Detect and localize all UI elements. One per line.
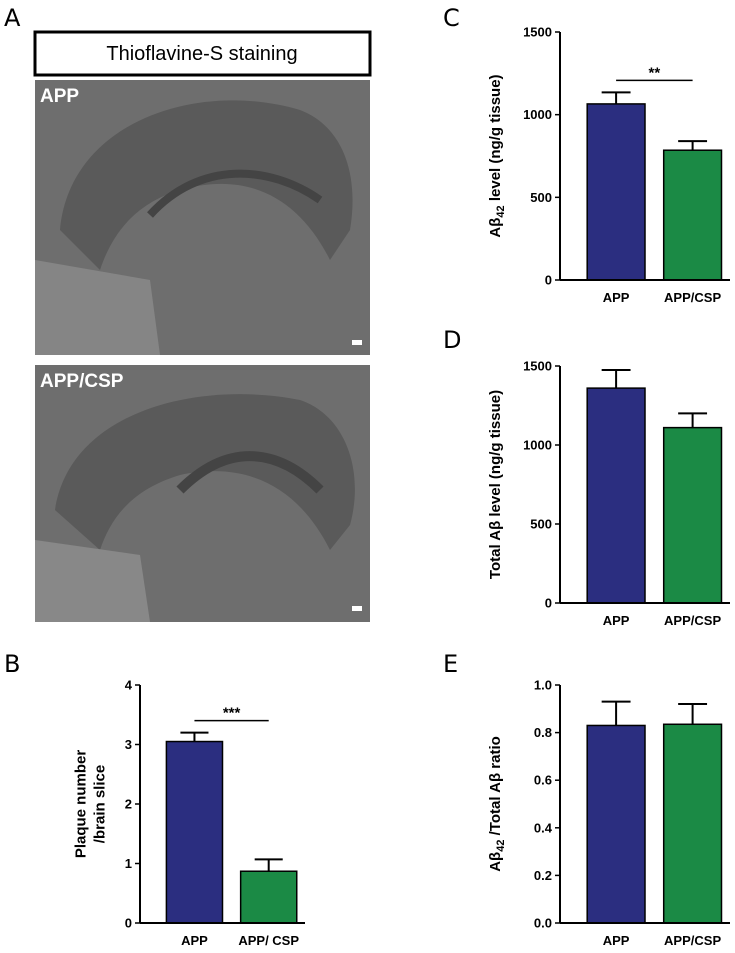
micrograph: APP/CSP	[35, 365, 370, 622]
y-tick-label: 500	[530, 517, 552, 532]
y-tick-label: 2	[125, 797, 132, 812]
y-axis-label-part: Aβ	[487, 218, 504, 238]
y-tick-label: 3	[125, 737, 132, 752]
y-tick-label: 4	[125, 678, 133, 693]
y-tick-label: 0	[545, 596, 552, 611]
y-axis-label-part: level (ng/g tissue)	[487, 74, 504, 205]
panel-letter: E	[443, 650, 458, 678]
y-tick-label: 0.8	[534, 725, 552, 740]
y-tick-label: 0.6	[534, 773, 552, 788]
x-tick-label: APP	[181, 933, 208, 948]
x-tick-label: APP	[603, 613, 630, 628]
bar	[586, 387, 646, 604]
image-label: APP	[40, 86, 79, 107]
image-label: APP/CSP	[40, 371, 124, 392]
bar	[662, 149, 723, 281]
y-axis-label-part: /Total Aβ ratio	[487, 736, 504, 839]
title-box	[33, 30, 372, 77]
bar	[586, 103, 646, 281]
y-axis-label-part: Total Aβ level (ng/g tissue)	[487, 390, 504, 579]
x-tick-label: APP/CSP	[664, 933, 721, 948]
y-axis-label-part: Aβ	[487, 852, 504, 872]
y-tick-label: 0.0	[534, 916, 552, 931]
y-tick-label: 1	[125, 856, 132, 871]
y-axis-label: Aβ42 /Total Aβ ratio	[487, 736, 507, 872]
y-axis-label: Total Aβ level (ng/g tissue)	[487, 390, 504, 579]
x-tick-label: APP/CSP	[664, 290, 721, 305]
bar	[586, 724, 646, 924]
y-tick-label: 1500	[523, 359, 552, 374]
y-axis-label: /brain slice	[92, 765, 109, 843]
y-tick-label: 0.2	[534, 868, 552, 883]
y-tick-label: 1000	[523, 107, 552, 122]
bar	[662, 426, 723, 604]
image-title: Thioflavine-S staining	[106, 43, 297, 65]
bar	[239, 870, 298, 924]
x-tick-label: APP/ CSP	[238, 933, 299, 948]
x-tick-label: APP	[603, 933, 630, 948]
y-axis-label: Plaque number	[73, 750, 90, 859]
y-tick-label: 0	[125, 916, 132, 931]
y-axis-label: Aβ42 level (ng/g tissue)	[487, 74, 507, 237]
bar	[165, 740, 224, 924]
y-axis-label-part: /brain slice	[92, 765, 109, 843]
y-tick-label: 1.0	[534, 678, 552, 693]
significance-label: ***	[223, 705, 241, 722]
y-tick-label: 500	[530, 190, 552, 205]
panel-letter: A	[4, 4, 21, 32]
bar	[662, 723, 723, 924]
y-tick-label: 0	[545, 273, 552, 288]
panel-letter: C	[443, 4, 460, 32]
y-axis-label-part: Plaque number	[73, 750, 90, 859]
panel-letter: B	[4, 650, 20, 678]
y-tick-label: 0.4	[534, 820, 553, 835]
y-tick-label: 1000	[523, 438, 552, 453]
y-axis-label-part: 42	[495, 840, 507, 852]
significance-label: **	[649, 64, 661, 81]
micrograph: APP	[35, 80, 370, 355]
panel-letter: D	[443, 326, 461, 354]
y-axis-label-part: 42	[495, 205, 507, 217]
x-tick-label: APP	[603, 290, 630, 305]
y-tick-label: 1500	[523, 25, 552, 40]
x-tick-label: APP/CSP	[664, 613, 721, 628]
